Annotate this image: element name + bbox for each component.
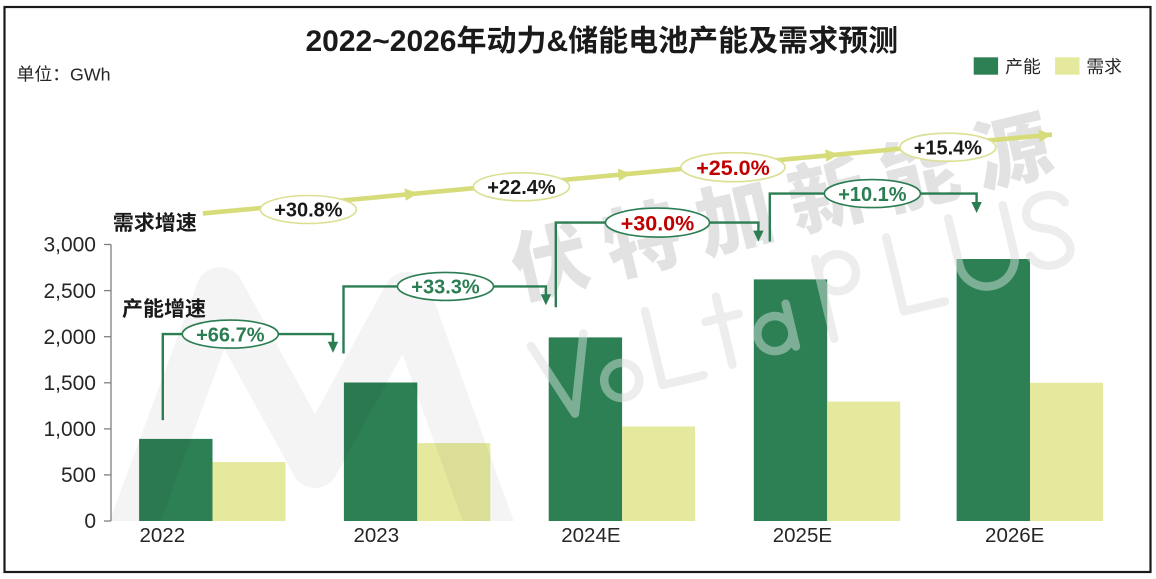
svg-text:GWh: GWh: [70, 64, 111, 84]
svg-text:2023: 2023: [353, 524, 399, 547]
svg-text:2022~2026: 2022~2026: [306, 25, 457, 58]
svg-text:0: 0: [84, 510, 96, 533]
svg-text:2026E: 2026E: [985, 524, 1044, 547]
svg-text:1,500: 1,500: [43, 372, 96, 395]
svg-text:+25.0%: +25.0%: [696, 156, 770, 180]
svg-text:+22.4%: +22.4%: [487, 177, 556, 199]
svg-text:+30.8%: +30.8%: [274, 200, 343, 222]
svg-text:+30.0%: +30.0%: [621, 211, 695, 235]
svg-text:&: &: [547, 25, 569, 58]
svg-text:2,500: 2,500: [43, 280, 96, 303]
svg-text:+33.3%: +33.3%: [411, 277, 480, 299]
svg-text:+15.4%: +15.4%: [914, 137, 983, 159]
svg-text:2022: 2022: [139, 524, 185, 547]
svg-text:+66.7%: +66.7%: [196, 324, 265, 346]
svg-text:2024E: 2024E: [561, 524, 620, 547]
svg-text:2,000: 2,000: [43, 326, 96, 349]
svg-text:3,000: 3,000: [43, 234, 96, 257]
svg-text:1,000: 1,000: [43, 418, 96, 441]
svg-text:+10.1%: +10.1%: [838, 184, 907, 206]
svg-text:2025E: 2025E: [773, 524, 832, 547]
svg-text:500: 500: [61, 464, 96, 487]
